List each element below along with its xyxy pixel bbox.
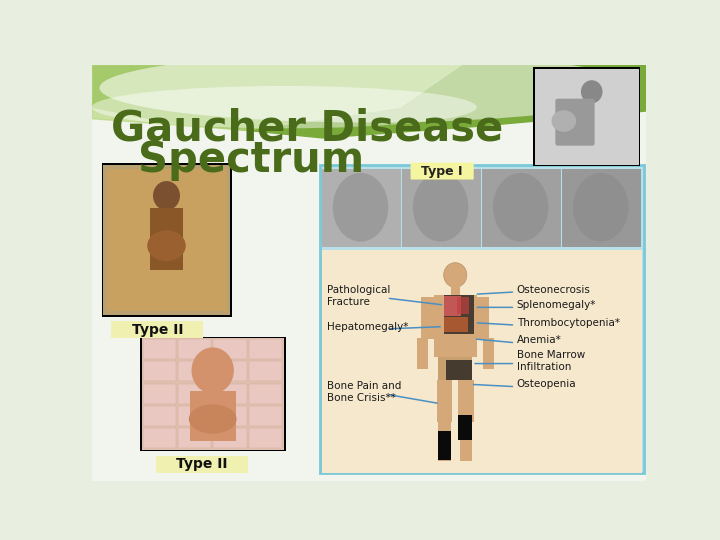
Bar [477,296,489,339]
Bar [320,165,644,473]
Bar [178,339,211,359]
Bar [438,430,451,460]
Ellipse shape [92,86,477,129]
Text: Pathological
Fracture: Pathological Fracture [327,285,390,307]
Bar [433,295,477,356]
Ellipse shape [148,231,186,261]
Bar [143,361,176,381]
Polygon shape [92,65,462,130]
Bar [213,428,246,448]
Ellipse shape [153,181,180,211]
Bar [534,69,639,165]
Bar [213,339,246,359]
Text: Osteonecrosis: Osteonecrosis [517,285,590,295]
Bar [178,406,211,426]
Ellipse shape [493,173,549,241]
Text: Type II: Type II [176,457,228,471]
Bar [178,383,211,403]
Bar [178,428,211,448]
Text: Type I: Type I [421,165,463,178]
Bar [438,356,472,380]
Ellipse shape [444,262,467,287]
Bar [444,295,474,334]
Polygon shape [92,65,647,138]
Ellipse shape [581,80,603,103]
Text: Osteopenia: Osteopenia [517,379,577,389]
Bar [140,336,286,451]
Bar [249,406,282,426]
FancyBboxPatch shape [555,99,595,146]
Bar [178,361,211,381]
Bar [322,249,642,473]
Bar [460,422,472,461]
Text: Bone Marrow
Infiltration: Bone Marrow Infiltration [517,350,585,372]
Text: Spectrum: Spectrum [138,139,364,181]
Bar [156,456,248,473]
Text: Anemia*: Anemia* [517,335,562,346]
Bar [213,361,246,381]
Bar [459,380,474,422]
Bar [142,338,284,450]
Bar [421,296,433,339]
Ellipse shape [189,404,237,434]
Ellipse shape [552,110,576,132]
Ellipse shape [413,173,469,241]
Bar [437,380,452,422]
Bar [533,67,640,166]
Bar [213,406,246,426]
Bar [143,428,176,448]
FancyBboxPatch shape [410,163,474,179]
Bar [143,339,176,359]
Bar [446,360,472,380]
Bar [459,415,472,440]
Bar [102,164,232,316]
Text: Gaucher Disease: Gaucher Disease [111,107,503,149]
Text: Splenomegaly*: Splenomegaly* [517,300,596,310]
Text: Thrombocytopenia*: Thrombocytopenia* [517,318,620,328]
Bar [417,338,428,369]
Bar [483,338,494,369]
Ellipse shape [99,53,639,123]
Bar [456,296,469,314]
Bar [92,107,647,481]
Bar [249,361,282,381]
Bar [444,296,462,316]
Bar [249,339,282,359]
Text: Hepatomegaly*: Hepatomegaly* [327,322,408,332]
Bar [104,165,230,315]
Bar [451,286,460,295]
Bar [249,428,282,448]
Bar [107,168,227,311]
Bar [562,168,641,247]
Bar [438,422,451,461]
Bar [213,383,246,403]
Bar [150,208,184,269]
Bar [482,168,561,247]
Ellipse shape [573,173,629,241]
Bar [143,383,176,403]
Bar [402,168,481,247]
Bar [444,316,467,332]
Bar [249,383,282,403]
Text: Type II: Type II [132,323,183,336]
Bar [322,168,400,247]
Ellipse shape [192,347,234,394]
Bar [111,321,204,338]
Ellipse shape [333,173,388,241]
Bar [143,406,176,426]
Bar [189,390,235,441]
Text: Bone Pain and
Bone Crisis**: Bone Pain and Bone Crisis** [327,381,401,403]
